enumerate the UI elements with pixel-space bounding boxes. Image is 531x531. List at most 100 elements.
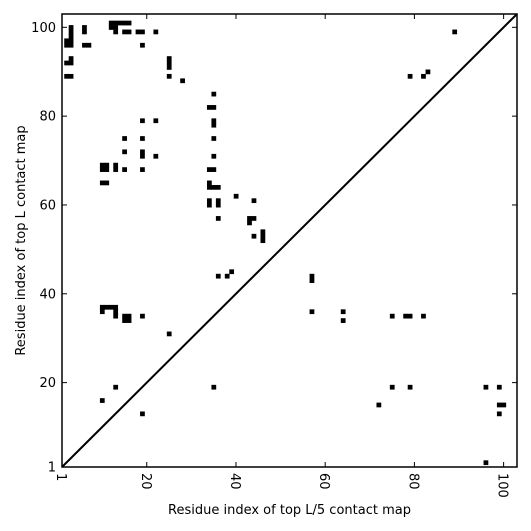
contact-cell-upper (215, 202, 221, 208)
contact-cell-upper (113, 20, 119, 26)
contact-cell-lower (309, 278, 315, 283)
contact-cell-upper (211, 384, 217, 390)
contact-cell-upper (82, 42, 87, 48)
contact-cell-upper (166, 60, 172, 66)
contact-cell-upper (206, 105, 212, 110)
contact-cell-upper (99, 309, 105, 315)
contact-cell-lower (403, 313, 409, 319)
x-tick-label: 20 (138, 473, 153, 490)
contact-cell-upper (260, 229, 266, 235)
contact-cell-upper (251, 233, 257, 239)
contact-cell-upper (68, 60, 74, 66)
contact-cell-upper (64, 42, 69, 48)
contact-cell-lower (496, 411, 502, 417)
contact-cells (64, 20, 507, 466)
contact-cell-upper (68, 38, 74, 44)
contact-cell-upper (247, 220, 252, 226)
contact-cell-lower (340, 309, 346, 315)
contact-cell-upper (122, 29, 127, 35)
contact-cell-upper (126, 313, 132, 319)
x-tick-label: 80 (405, 473, 420, 490)
contact-cell-upper (140, 29, 145, 35)
contact-cell-lower (483, 460, 489, 466)
contact-cell-upper (211, 136, 217, 141)
y-axis-ticks: 1 20 40 60 80 100 (31, 21, 517, 476)
y-tick-label: 100 (31, 21, 56, 36)
y-tick-label: 20 (39, 376, 56, 391)
contact-cell-upper (126, 29, 132, 35)
contact-cell-upper (233, 193, 239, 199)
contact-cell-upper (211, 184, 217, 190)
x-tick-label: 100 (495, 473, 510, 498)
contact-cell-lower (483, 384, 489, 390)
contact-cell-upper (68, 25, 74, 30)
contact-cell-upper (260, 238, 266, 244)
contact-cell-upper (206, 202, 212, 208)
contact-cell-upper (166, 331, 172, 337)
contact-cell-upper (104, 162, 110, 168)
contact-cell-upper (229, 269, 235, 275)
contact-cell-upper (82, 25, 87, 30)
contact-cell-upper (68, 73, 74, 79)
contact-cell-upper (99, 398, 105, 403)
contact-cell-upper (113, 162, 119, 168)
contact-cell-upper (99, 162, 105, 168)
contact-cell-upper (215, 184, 221, 190)
contact-cell-upper (113, 313, 119, 319)
contact-cell-upper (206, 184, 212, 190)
contact-cell-upper (247, 216, 252, 221)
contact-cell-lower (407, 313, 413, 319)
contact-cell-upper (99, 180, 105, 186)
contact-cell-upper (68, 33, 74, 39)
plot-frame (61, 13, 518, 468)
contact-cell-upper (166, 65, 172, 70)
contact-cell-upper (140, 313, 145, 319)
contact-cell-upper (215, 273, 221, 279)
contact-cell-upper (122, 313, 127, 319)
contact-cell-upper (140, 118, 145, 124)
contact-cell-upper (153, 118, 159, 124)
x-tick-label: 40 (227, 473, 242, 490)
contact-cell-upper (68, 56, 74, 61)
x-axis-ticks: 1 20 40 60 80 100 (53, 14, 510, 498)
contact-cell-lower (452, 29, 458, 35)
contact-cell-upper (122, 318, 127, 323)
y-tick-label: 60 (39, 198, 56, 213)
contact-cell-upper (140, 149, 145, 155)
contact-cell-lower (407, 73, 413, 79)
contact-cell-lower (407, 384, 413, 390)
contact-cell-upper (122, 20, 127, 26)
contact-cell-upper (180, 78, 185, 84)
y-tick-label: 40 (39, 287, 56, 302)
contact-cell-lower (376, 402, 382, 408)
contact-cell-upper (140, 411, 145, 417)
contact-cell-upper (206, 198, 212, 204)
contact-cell-lower (389, 313, 395, 319)
contact-cell-upper (140, 42, 145, 48)
contact-cell-upper (211, 122, 217, 128)
contact-cell-upper (117, 20, 123, 26)
contact-cell-upper (64, 60, 69, 66)
contact-cell-upper (64, 73, 69, 79)
diagonal-line (61, 13, 518, 468)
contact-cell-upper (86, 42, 92, 48)
contact-cell-lower (496, 402, 502, 408)
contact-cell-upper (104, 167, 110, 172)
x-tick-label: 1 (53, 473, 68, 481)
x-axis-label: Residue index of top L/5 contact map (168, 503, 411, 518)
contact-cell-upper (211, 167, 217, 172)
contact-cell-upper (113, 167, 119, 172)
contact-cell-upper (113, 25, 119, 30)
contact-cell-upper (108, 20, 114, 26)
contact-cell-upper (113, 384, 119, 390)
contact-cell-upper (126, 20, 132, 26)
contact-cell-upper (211, 105, 217, 110)
contact-cell-upper (113, 29, 119, 35)
contact-cell-upper (153, 29, 159, 35)
contact-cell-upper (140, 153, 145, 159)
contact-cell-upper (104, 304, 110, 310)
contact-cell-upper (211, 91, 217, 97)
contact-cell-upper (135, 29, 141, 35)
contact-cell-upper (113, 309, 119, 315)
